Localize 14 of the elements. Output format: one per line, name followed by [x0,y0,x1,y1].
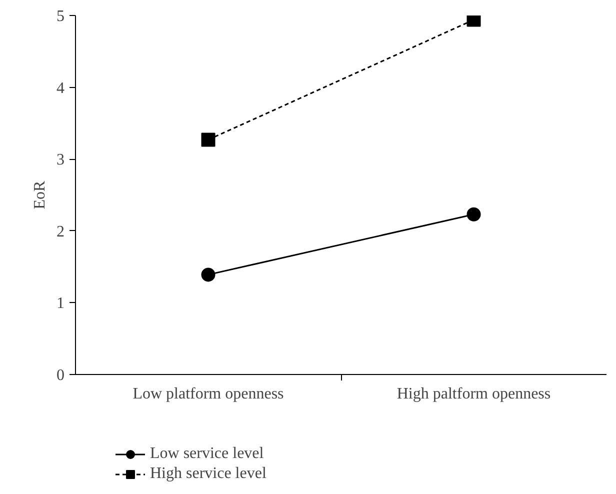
point [201,132,216,147]
point [201,268,216,282]
x-tick-label: Low platform openness [132,386,284,402]
y-tick-label: 1 [56,295,64,312]
y-tick-label: 2 [56,223,64,240]
legend-label: Low service level [150,445,264,463]
y-tick-label: 3 [56,152,64,169]
y-tick-label: 4 [56,80,64,97]
legend-label: High service level [150,465,266,483]
point [466,207,481,222]
y-axis-title: EoR [32,180,48,210]
y-tick-label: 5 [56,8,64,25]
x-tick-label: High paltform openness [396,386,551,402]
y-tick-label: 0 [56,367,64,384]
